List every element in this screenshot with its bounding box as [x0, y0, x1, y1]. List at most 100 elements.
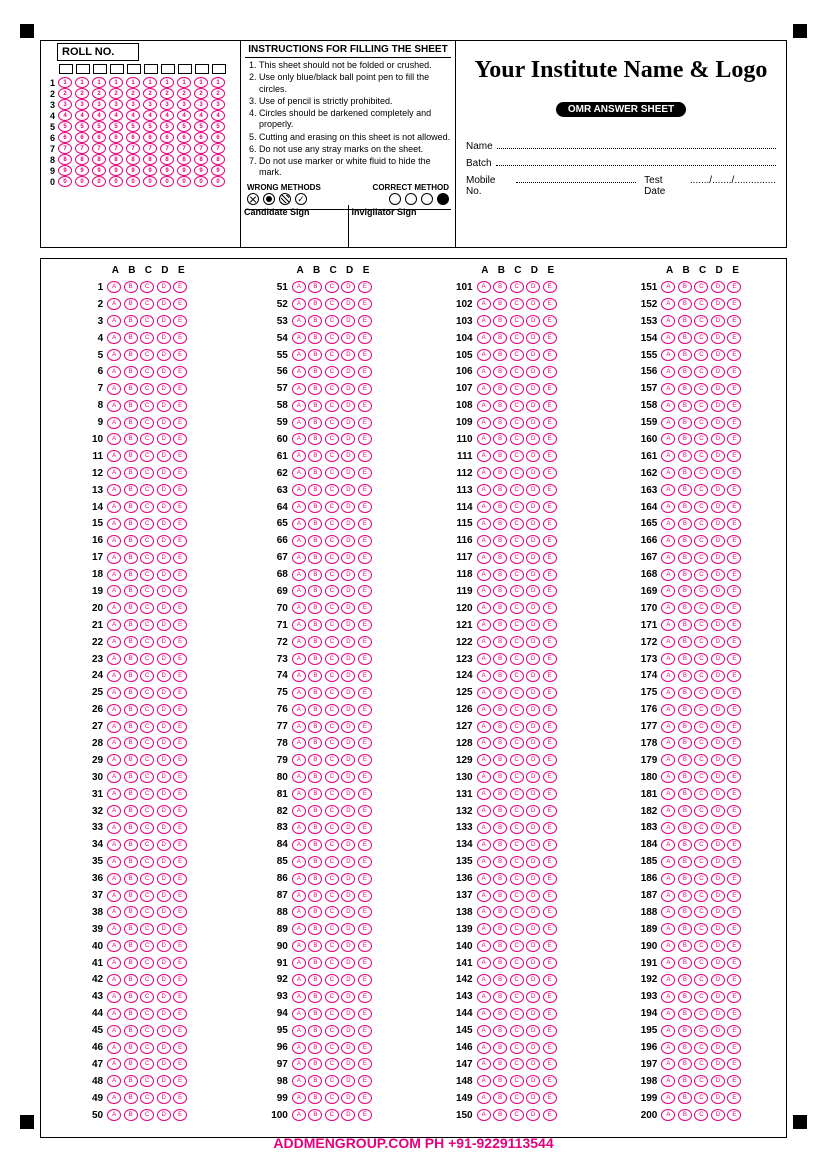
answer-bubble[interactable]: B	[678, 974, 692, 986]
answer-bubble[interactable]: D	[341, 518, 355, 530]
answer-bubble[interactable]: C	[140, 298, 154, 310]
answer-bubble[interactable]: B	[678, 822, 692, 834]
answer-bubble[interactable]: B	[678, 619, 692, 631]
answer-bubble[interactable]: E	[358, 552, 372, 564]
answer-bubble[interactable]: A	[292, 602, 306, 614]
answer-bubble[interactable]: B	[124, 569, 138, 581]
answer-bubble[interactable]: C	[510, 721, 524, 733]
roll-bubble[interactable]: 8	[109, 154, 123, 165]
answer-bubble[interactable]: C	[694, 704, 708, 716]
answer-bubble[interactable]: B	[308, 822, 322, 834]
answer-bubble[interactable]: D	[157, 704, 171, 716]
answer-bubble[interactable]: C	[510, 636, 524, 648]
answer-bubble[interactable]: E	[173, 400, 187, 412]
answer-bubble[interactable]: D	[157, 906, 171, 918]
answer-bubble[interactable]: C	[325, 535, 339, 547]
answer-bubble[interactable]: A	[292, 1092, 306, 1104]
answer-bubble[interactable]: E	[358, 957, 372, 969]
answer-bubble[interactable]: E	[727, 619, 741, 631]
candidate-sign-box[interactable]: Candidate Sign	[241, 205, 349, 247]
answer-bubble[interactable]: D	[526, 721, 540, 733]
answer-bubble[interactable]: E	[173, 721, 187, 733]
roll-bubble[interactable]: 4	[143, 110, 157, 121]
answer-bubble[interactable]: C	[510, 822, 524, 834]
roll-bubble[interactable]: 2	[194, 88, 208, 99]
roll-bubble[interactable]: 2	[160, 88, 174, 99]
answer-bubble[interactable]: B	[678, 298, 692, 310]
answer-bubble[interactable]: A	[661, 805, 675, 817]
answer-bubble[interactable]: D	[526, 737, 540, 749]
answer-bubble[interactable]: D	[526, 1109, 540, 1121]
answer-bubble[interactable]: D	[711, 585, 725, 597]
answer-bubble[interactable]: B	[493, 1109, 507, 1121]
answer-bubble[interactable]: A	[661, 974, 675, 986]
answer-bubble[interactable]: B	[678, 839, 692, 851]
answer-bubble[interactable]: D	[526, 298, 540, 310]
answer-bubble[interactable]: D	[157, 501, 171, 513]
answer-bubble[interactable]: B	[493, 467, 507, 479]
answer-bubble[interactable]: C	[325, 687, 339, 699]
answer-bubble[interactable]: E	[727, 687, 741, 699]
answer-bubble[interactable]: E	[543, 923, 557, 935]
answer-bubble[interactable]: E	[543, 1109, 557, 1121]
answer-bubble[interactable]: C	[510, 417, 524, 429]
answer-bubble[interactable]: A	[107, 619, 121, 631]
answer-bubble[interactable]: C	[325, 1058, 339, 1070]
answer-bubble[interactable]: B	[678, 1075, 692, 1087]
answer-bubble[interactable]: C	[140, 974, 154, 986]
answer-bubble[interactable]: A	[661, 1109, 675, 1121]
answer-bubble[interactable]: B	[308, 349, 322, 361]
answer-bubble[interactable]: A	[661, 822, 675, 834]
answer-bubble[interactable]: C	[140, 923, 154, 935]
mobile-field[interactable]	[516, 182, 636, 183]
answer-bubble[interactable]: B	[124, 1025, 138, 1037]
answer-bubble[interactable]: B	[124, 839, 138, 851]
answer-bubble[interactable]: B	[678, 1109, 692, 1121]
answer-bubble[interactable]: B	[124, 417, 138, 429]
answer-bubble[interactable]: E	[727, 771, 741, 783]
answer-bubble[interactable]: B	[493, 619, 507, 631]
answer-bubble[interactable]: B	[124, 873, 138, 885]
answer-bubble[interactable]: C	[140, 349, 154, 361]
answer-bubble[interactable]: C	[694, 383, 708, 395]
answer-bubble[interactable]: C	[140, 1008, 154, 1020]
answer-bubble[interactable]: B	[308, 298, 322, 310]
answer-bubble[interactable]: D	[526, 349, 540, 361]
answer-bubble[interactable]: A	[661, 602, 675, 614]
answer-bubble[interactable]: C	[140, 417, 154, 429]
answer-bubble[interactable]: B	[124, 687, 138, 699]
answer-bubble[interactable]: C	[140, 281, 154, 293]
answer-bubble[interactable]: B	[124, 1092, 138, 1104]
answer-bubble[interactable]: C	[325, 1092, 339, 1104]
answer-bubble[interactable]: A	[661, 923, 675, 935]
answer-bubble[interactable]: A	[107, 535, 121, 547]
answer-bubble[interactable]: C	[140, 940, 154, 952]
answer-bubble[interactable]: A	[661, 839, 675, 851]
answer-bubble[interactable]: D	[157, 585, 171, 597]
answer-bubble[interactable]: C	[510, 974, 524, 986]
answer-bubble[interactable]: E	[358, 653, 372, 665]
answer-bubble[interactable]: B	[124, 450, 138, 462]
answer-bubble[interactable]: C	[694, 417, 708, 429]
answer-bubble[interactable]: E	[358, 298, 372, 310]
answer-bubble[interactable]: D	[526, 501, 540, 513]
answer-bubble[interactable]: B	[308, 788, 322, 800]
answer-bubble[interactable]: E	[543, 332, 557, 344]
answer-bubble[interactable]: D	[341, 670, 355, 682]
answer-bubble[interactable]: E	[543, 1042, 557, 1054]
answer-bubble[interactable]: C	[694, 737, 708, 749]
answer-bubble[interactable]: A	[292, 754, 306, 766]
answer-bubble[interactable]: A	[661, 754, 675, 766]
answer-bubble[interactable]: B	[678, 1058, 692, 1070]
answer-bubble[interactable]: C	[325, 383, 339, 395]
answer-bubble[interactable]: E	[358, 450, 372, 462]
answer-bubble[interactable]: E	[543, 737, 557, 749]
answer-bubble[interactable]: B	[493, 602, 507, 614]
answer-bubble[interactable]: C	[510, 467, 524, 479]
answer-bubble[interactable]: D	[711, 501, 725, 513]
answer-bubble[interactable]: E	[173, 366, 187, 378]
answer-bubble[interactable]: A	[292, 1042, 306, 1054]
roll-bubble[interactable]: 6	[92, 132, 106, 143]
answer-bubble[interactable]: C	[510, 400, 524, 412]
answer-bubble[interactable]: A	[292, 856, 306, 868]
